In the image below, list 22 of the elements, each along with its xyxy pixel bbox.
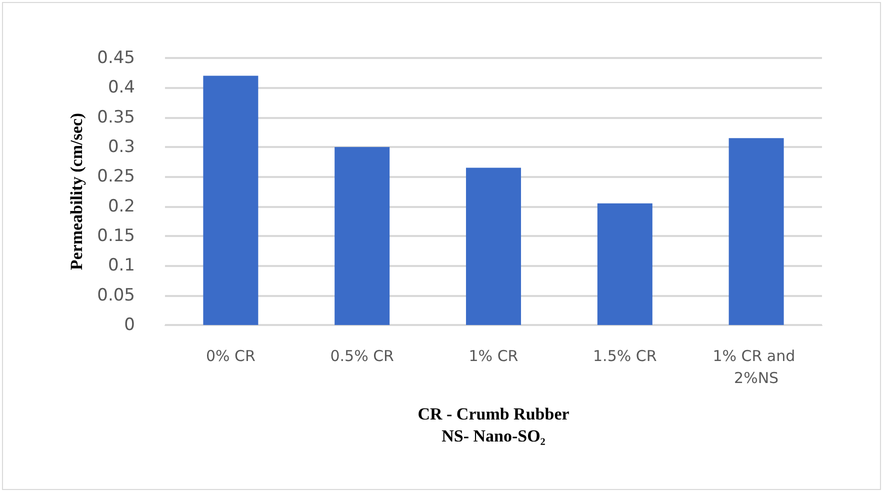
bar (597, 203, 652, 325)
y-tick-label: 0.35 (97, 107, 135, 128)
y-tick-label: 0.15 (97, 226, 135, 246)
x-tick-label: 1.5% CR (593, 347, 657, 365)
y-tick-label: 0.3 (108, 137, 135, 157)
bar (728, 138, 784, 325)
x-axis-title: CR - Crumb Rubber NS- Nano-SO₂ (418, 404, 570, 446)
x-tick-label: 1% CR (468, 347, 518, 365)
x-tick-label: 0% CR (206, 347, 256, 365)
y-tick-label: 0.25 (97, 166, 135, 187)
bar (203, 76, 258, 325)
y-tick-label: 0.05 (97, 285, 135, 306)
y-tick-label: 0.4 (108, 78, 135, 98)
y-tick-label: 0 (124, 315, 135, 335)
y-axis-title: Permeability (cm/sec) (67, 112, 86, 270)
bar (334, 147, 390, 325)
y-tick-label: 0.45 (97, 48, 135, 68)
y-tick-label: 0.1 (108, 256, 135, 276)
bar (466, 168, 521, 325)
y-tick-label: 0.2 (108, 196, 135, 216)
x-tick-label: 0.5% CR (330, 347, 394, 365)
x-tick-label: 1% CR and 2%NS (712, 347, 800, 387)
